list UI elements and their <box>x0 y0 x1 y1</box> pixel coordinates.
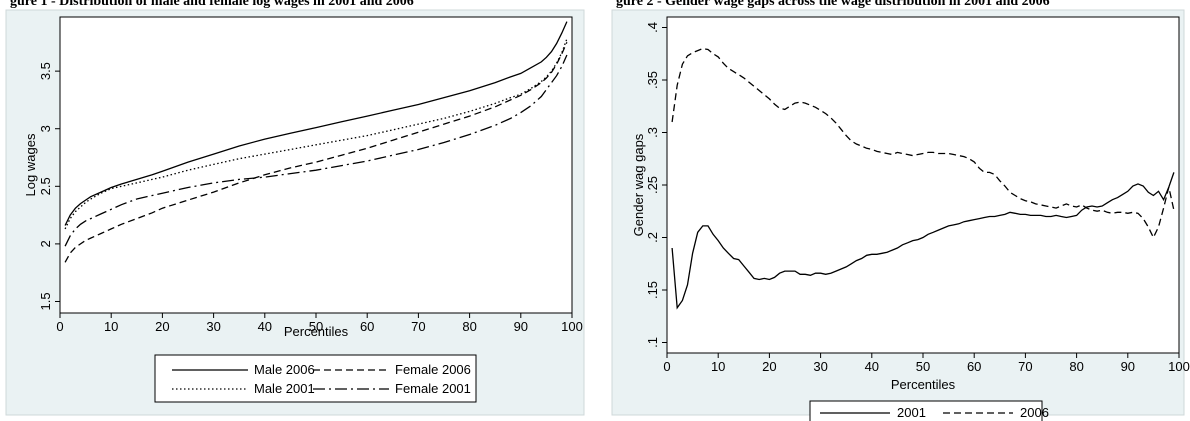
gender-gap-series-2006 <box>671 47 1175 239</box>
figure-2-title-fragment: gure 2 - Gender wage gaps across the wag… <box>616 0 1050 9</box>
gender-gap-y-tick-label-3: .3 <box>645 127 660 138</box>
log-wages-x-tick-label-40: 40 <box>258 319 272 334</box>
log-wages-y-tick-label-3-5: 3.5 <box>38 62 53 80</box>
log-wages-x-tick-label-10: 10 <box>104 319 118 334</box>
gender-gap-y-tick-label-25: .25 <box>645 176 660 194</box>
log-wages-x-tick-label-100: 100 <box>561 319 583 334</box>
legend-label-2006: 2006 <box>1020 405 1049 420</box>
log-wages-y-axis-label: Log wages <box>23 133 38 196</box>
gender-gap-y-tick-label-4: .4 <box>645 22 660 33</box>
log-wages-y-tick-label-2: 2 <box>38 240 53 247</box>
log-wages-plot-area <box>59 16 573 314</box>
gender-gap-x-tick-label-0: 0 <box>663 359 670 374</box>
gender-gap-x-axis-label: Percentiles <box>891 377 956 392</box>
gender-gap-y-tick-label-1: .1 <box>645 337 660 348</box>
log-wages-x-tick-label-30: 30 <box>206 319 220 334</box>
gender-gap-y-axis-label: Gender wag gaps <box>631 133 646 236</box>
log-wages-legend: Male 2006 Female 2006 Male 2001 Female 2… <box>154 354 477 403</box>
log-wages-axes: 0 10 20 30 40 50 60 70 80 90 100 1.5 2 2.5 3 3.5 <box>38 62 583 334</box>
gender-gap-x-tick-label-70: 70 <box>1018 359 1032 374</box>
gender-gap-x-tick-label-100: 100 <box>1168 359 1190 374</box>
log-wages-series-male-2006 <box>64 21 568 226</box>
gender-gap-axes: 0 10 20 30 40 50 60 70 80 90 100 .1 .15 .2 .25 .3 .35 .4 <box>645 22 1190 374</box>
gender-gap-legend-box <box>809 400 1043 421</box>
log-wages-panel: gure 1 - Distribution of male and female… <box>5 0 585 416</box>
gender-gap-x-tick-label-20: 20 <box>762 359 776 374</box>
gender-gap-x-tick-label-40: 40 <box>865 359 879 374</box>
log-wages-x-tick-label-60: 60 <box>360 319 374 334</box>
log-wages-legend-box <box>154 354 477 403</box>
legend-label-female-2006: Female 2006 <box>395 362 471 377</box>
gender-gap-x-tick-label-60: 60 <box>967 359 981 374</box>
log-wages-series-female-2001 <box>64 54 568 247</box>
gender-gap-panel: gure 2 - Gender wage gaps across the wag… <box>611 0 1190 421</box>
legend-label-male-2001: Male 2001 <box>254 381 315 396</box>
gender-gap-series-2001 <box>671 172 1175 310</box>
legend-label-male-2006: Male 2006 <box>254 362 315 377</box>
gender-gap-y-tick-label-15: .15 <box>645 281 660 299</box>
gender-gap-y-tick-label-35: .35 <box>645 71 660 89</box>
gender-gap-x-tick-label-90: 90 <box>1121 359 1135 374</box>
log-wages-y-tick-label-3: 3 <box>38 125 53 132</box>
log-wages-y-tick-label-2-5: 2.5 <box>38 177 53 195</box>
gender-gap-x-tick-label-10: 10 <box>711 359 725 374</box>
gender-gap-legend: 2001 2006 <box>809 400 1049 421</box>
log-wages-series-group <box>64 21 568 263</box>
log-wages-y-tick-label-1-5: 1.5 <box>38 292 53 310</box>
log-wages-x-tick-label-90: 90 <box>514 319 528 334</box>
log-wages-series-female-2006 <box>64 42 568 263</box>
figure-1-title-fragment: gure 1 - Distribution of male and female… <box>10 0 414 9</box>
log-wages-x-tick-label-50: 50 <box>309 319 323 334</box>
gender-gap-plot-area <box>666 16 1180 354</box>
log-wages-x-tick-label-80: 80 <box>462 319 476 334</box>
log-wages-x-tick-label-0: 0 <box>56 319 63 334</box>
gender-gap-series-group <box>671 47 1175 310</box>
legend-label-2001: 2001 <box>897 405 926 420</box>
log-wages-x-tick-label-20: 20 <box>155 319 169 334</box>
log-wages-x-tick-label-70: 70 <box>411 319 425 334</box>
gender-gap-x-tick-label-30: 30 <box>813 359 827 374</box>
gender-gap-x-tick-label-50: 50 <box>916 359 930 374</box>
gender-gap-y-tick-label-2: .2 <box>645 232 660 243</box>
gender-gap-x-tick-label-80: 80 <box>1069 359 1083 374</box>
log-wages-x-axis-label: Percentiles <box>284 324 349 339</box>
legend-label-female-2001: Female 2001 <box>395 381 471 396</box>
